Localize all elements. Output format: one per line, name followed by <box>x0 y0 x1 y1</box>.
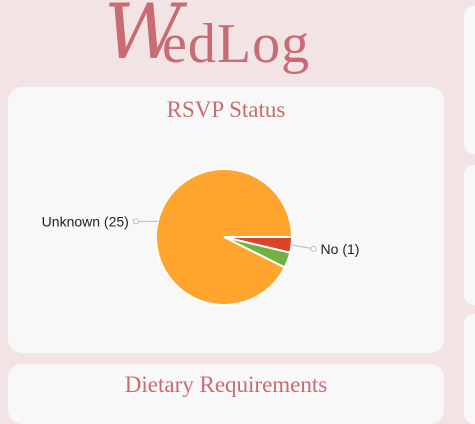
pie-leader-dot <box>132 218 139 225</box>
dietary-card-title: Dietary Requirements <box>124 372 328 397</box>
dietary-requirements-card: Dietary Requirements <box>8 364 444 424</box>
logo-text: edLog <box>162 13 311 75</box>
pie-leader-dot <box>310 245 317 252</box>
pie-leader-line <box>291 244 314 250</box>
side-card <box>464 6 475 154</box>
pie-slice-label: No (1) <box>321 241 360 257</box>
rsvp-status-card: RSVP Status Unknown (25) No (1) <box>8 87 444 353</box>
rsvp-card-title: RSVP Status <box>166 97 286 122</box>
pie-slice[interactable] <box>155 168 294 306</box>
side-card <box>464 165 475 305</box>
app-logo: W edLog <box>104 0 354 84</box>
side-card <box>464 314 475 424</box>
rsvp-pie-chart: Unknown (25) No (1) <box>42 168 360 306</box>
logo-initial: W <box>104 0 183 76</box>
pie-slice-label: Unknown (25) <box>42 213 129 229</box>
